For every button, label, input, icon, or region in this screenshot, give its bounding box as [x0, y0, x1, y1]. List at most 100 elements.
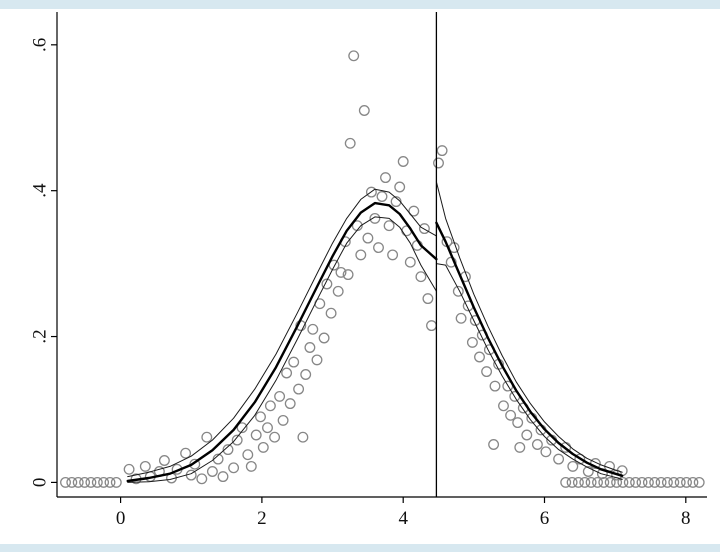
- scatter-point: [293, 383, 305, 395]
- scatter-point: [318, 332, 330, 344]
- scatter-point: [422, 293, 434, 305]
- scatter-point: [649, 476, 661, 488]
- scatter-point: [668, 476, 680, 488]
- scatter-point: [452, 285, 464, 297]
- scatter-point: [277, 414, 289, 426]
- scatter-point: [60, 476, 71, 488]
- scatter-point: [498, 400, 509, 412]
- scatter-point: [373, 242, 384, 254]
- scatter-point: [72, 476, 84, 488]
- scatter-point: [348, 50, 360, 62]
- density-bin-scatter: [60, 50, 705, 488]
- scatter-point: [332, 285, 344, 297]
- scatter-point: [531, 439, 543, 450]
- scatter-point: [574, 453, 586, 465]
- scatter-point: [592, 476, 603, 488]
- y-tick-label: 0: [29, 478, 50, 488]
- scatter-point: [488, 439, 500, 450]
- density-fit-left-line: [126, 201, 438, 483]
- scatter-point: [674, 476, 686, 488]
- scatter-point: [104, 476, 116, 488]
- scatter-point: [397, 156, 409, 167]
- scatter-point: [110, 476, 122, 488]
- scatter-point: [567, 460, 579, 472]
- scatter-point: [222, 444, 234, 456]
- scatter-point: [231, 434, 243, 446]
- scatter-point: [358, 105, 370, 116]
- scatter-point: [540, 446, 552, 458]
- scatter-point: [250, 429, 262, 441]
- ci-upper-left-line: [127, 188, 437, 478]
- scatter-point: [693, 476, 705, 488]
- scatter-point: [262, 422, 273, 434]
- scatter-point: [661, 476, 673, 488]
- scatter-point: [362, 232, 374, 244]
- x-tick-label: 4: [398, 508, 408, 529]
- x-tick-label: 2: [257, 508, 267, 529]
- scatter-point: [585, 476, 597, 488]
- scatter-point: [307, 323, 319, 335]
- scatter-point: [521, 429, 533, 441]
- scatter-point: [91, 476, 103, 488]
- scatter-point: [201, 431, 213, 443]
- top-border-strip: [0, 0, 720, 9]
- scatter-point: [598, 476, 610, 488]
- scatter-point: [269, 431, 281, 443]
- scatter-point: [514, 441, 526, 453]
- scatter-point: [636, 476, 648, 488]
- scatter-point: [342, 269, 354, 281]
- scatter-point: [579, 476, 591, 488]
- scatter-point: [387, 249, 399, 261]
- scatter-point: [617, 476, 629, 488]
- scatter-point: [505, 409, 517, 421]
- scatter-point: [236, 422, 248, 434]
- scatter-point: [415, 271, 427, 283]
- scatter-point: [321, 278, 333, 290]
- scatter-point: [325, 307, 337, 319]
- ci-lower-left-line: [127, 216, 437, 483]
- scatter-point: [139, 460, 151, 472]
- bottom-border-strip: [0, 544, 720, 552]
- scatter-point: [630, 476, 642, 488]
- scatter-point: [245, 460, 257, 472]
- scatter-point: [383, 220, 395, 232]
- scatter-point: [512, 417, 524, 429]
- scatter-point: [681, 476, 692, 488]
- scatter-point: [369, 212, 381, 224]
- scatter-point: [288, 356, 300, 368]
- y-tick-label: .4: [29, 183, 50, 198]
- scatter-point: [687, 476, 699, 488]
- scatter-point: [655, 476, 667, 488]
- scatter-point: [85, 476, 97, 488]
- density-fit-right-line: [435, 221, 624, 477]
- scatter-point: [623, 476, 635, 488]
- ci-upper-right-line: [435, 181, 623, 473]
- scatter-point: [408, 205, 420, 217]
- scatter-point: [264, 400, 276, 412]
- scatter-point: [281, 367, 293, 379]
- scatter-point: [566, 476, 578, 488]
- scatter-point: [304, 342, 316, 353]
- scatter-point: [436, 145, 448, 157]
- scatter-point: [365, 186, 377, 198]
- y-tick-label: .6: [29, 38, 50, 52]
- scatter-point: [274, 390, 286, 402]
- scatter-point: [180, 447, 192, 459]
- x-tick-label: 0: [116, 508, 126, 529]
- scatter-point: [376, 191, 388, 202]
- scatter-point: [228, 462, 240, 474]
- scatter-point: [582, 466, 594, 477]
- scatter-point: [394, 181, 406, 193]
- scatter-point: [242, 449, 254, 461]
- scatter-point: [642, 476, 654, 488]
- scatter-point: [79, 476, 91, 488]
- scatter-point: [474, 351, 485, 363]
- scatter-point: [481, 366, 493, 378]
- scatter-point: [553, 453, 565, 465]
- scatter-point: [311, 354, 323, 366]
- scatter-point: [255, 411, 266, 423]
- scatter-point: [257, 441, 269, 453]
- scatter-point: [433, 157, 444, 169]
